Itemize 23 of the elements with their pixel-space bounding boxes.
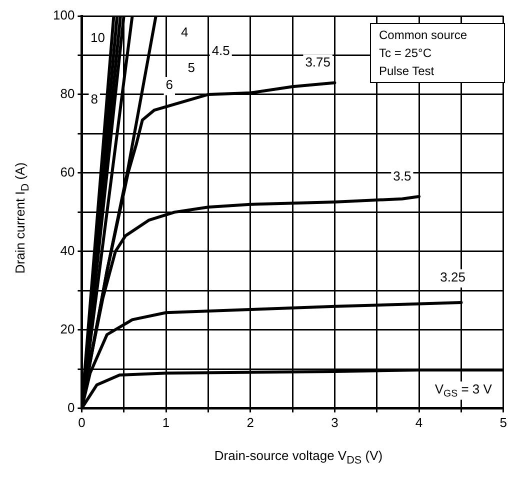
y-tick-label: 60 bbox=[60, 164, 75, 180]
y-tick-label: 80 bbox=[60, 86, 75, 102]
x-tick-label: 3 bbox=[331, 414, 338, 430]
y-tick-label: 0 bbox=[67, 400, 75, 415]
annotation: 3.5 bbox=[393, 168, 412, 184]
annotation: 4.5 bbox=[212, 42, 230, 58]
annotation: 10 bbox=[90, 30, 105, 45]
annotation: 4 bbox=[180, 24, 188, 40]
x-axis-title: Drain-source voltage V$_{DS}$ (V) bbox=[213, 448, 384, 467]
x-tick-label: 2 bbox=[246, 414, 254, 430]
annotation: 3.25 bbox=[440, 269, 466, 284]
y-tick-label: 100 bbox=[52, 8, 75, 23]
y-tick-label: 40 bbox=[60, 243, 75, 258]
x-tick-label: 4 bbox=[415, 414, 423, 430]
annotation: 8 bbox=[90, 92, 98, 107]
note-box: Common source Tc = 25°C Pulse Test bbox=[370, 23, 505, 83]
annotation: 3.75 bbox=[305, 54, 330, 70]
y-tick-label: 20 bbox=[60, 322, 75, 336]
annotation: 5 bbox=[188, 60, 195, 76]
x-tick-label: 0 bbox=[78, 414, 86, 430]
x-tick-label: 1 bbox=[162, 414, 170, 430]
annotation: 6 bbox=[166, 77, 174, 92]
x-tick-label: 5 bbox=[500, 414, 507, 430]
